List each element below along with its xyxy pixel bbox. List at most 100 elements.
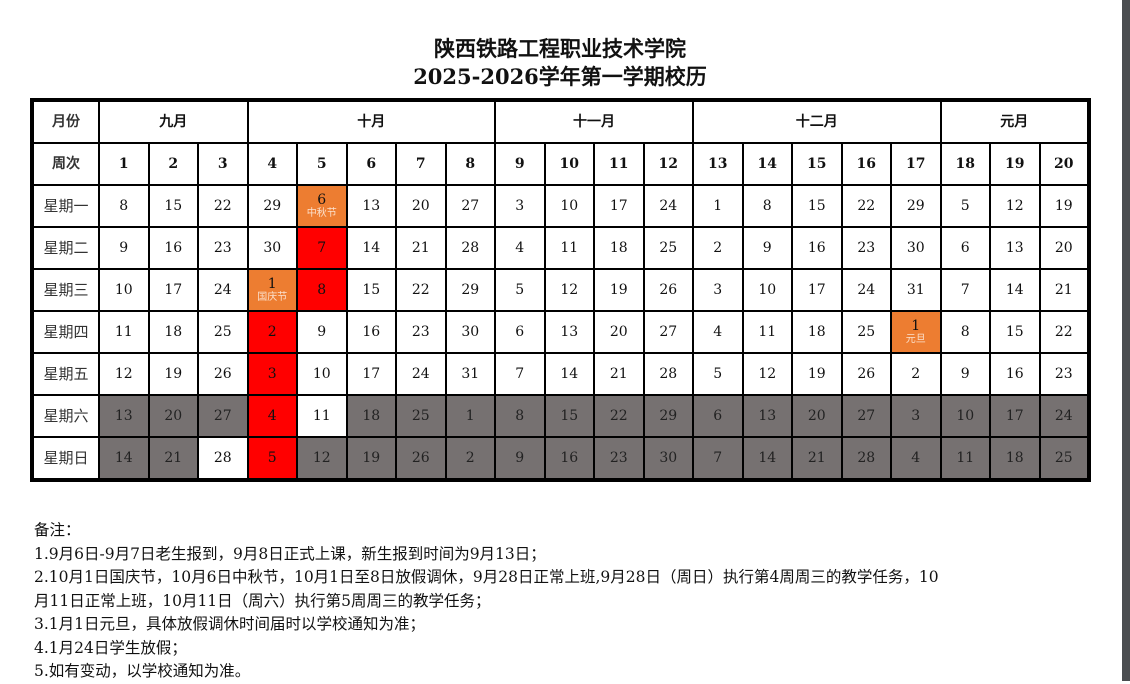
day-number: 21 <box>807 450 826 466</box>
day-cell: 16 <box>989 352 1041 396</box>
day-number: 28 <box>461 240 480 256</box>
day-number: 17 <box>609 198 628 214</box>
week-number: 20 <box>1038 142 1090 186</box>
day-number: 24 <box>1054 408 1073 424</box>
day-number: 26 <box>857 366 876 382</box>
day-cell: 4 <box>246 394 298 438</box>
day-number: 25 <box>411 408 430 424</box>
holiday-note: 中秋节 <box>306 208 337 219</box>
holiday-note: 国庆节 <box>257 292 288 303</box>
day-cell: 30 <box>642 436 694 481</box>
day-number: 5 <box>515 282 525 298</box>
day-cell: 4 <box>692 310 744 354</box>
day-number: 21 <box>164 450 183 466</box>
day-cell: 6 <box>939 226 991 270</box>
day-number: 22 <box>857 198 876 214</box>
day-number: 11 <box>114 324 133 340</box>
day-cell: 14 <box>543 352 595 396</box>
day-number: 23 <box>1054 366 1073 382</box>
day-number: 16 <box>164 240 183 256</box>
day-cell: 25 <box>642 226 694 270</box>
day-cell: 2 <box>890 352 942 396</box>
day-cell: 1 <box>444 394 496 438</box>
day-number: 9 <box>960 366 970 382</box>
day-cell: 17 <box>147 268 199 312</box>
day-cell: 28 <box>840 436 892 481</box>
day-number: 17 <box>807 282 826 298</box>
day-number: 27 <box>857 408 876 424</box>
day-number: 10 <box>956 408 975 424</box>
day-number: 28 <box>213 450 232 466</box>
day-cell: 24 <box>642 184 694 228</box>
weekday-label: 星期五 <box>31 352 100 396</box>
day-cell: 23 <box>395 310 447 354</box>
day-number: 19 <box>362 450 381 466</box>
week-number: 17 <box>890 142 942 186</box>
week-number: 3 <box>197 142 249 186</box>
day-cell: 27 <box>840 394 892 438</box>
day-cell: 24 <box>1038 394 1090 438</box>
day-cell: 18 <box>791 310 843 354</box>
day-cell: 8 <box>494 394 546 438</box>
day-number: 29 <box>659 408 678 424</box>
day-cell: 25 <box>1038 436 1090 481</box>
day-number: 21 <box>1054 282 1073 298</box>
day-cell: 14 <box>989 268 1041 312</box>
day-cell: 18 <box>345 394 397 438</box>
day-number: 7 <box>960 282 970 298</box>
day-cell: 5 <box>494 268 546 312</box>
day-number: 13 <box>1005 240 1024 256</box>
week-number: 18 <box>939 142 991 186</box>
day-cell: 12 <box>98 352 150 396</box>
day-cell: 7 <box>939 268 991 312</box>
day-cell: 20 <box>147 394 199 438</box>
day-number: 10 <box>114 282 133 298</box>
weekday-label: 星期二 <box>31 226 100 270</box>
note-line: 4.1月24日学生放假； <box>34 638 187 657</box>
day-number: 1 <box>713 198 723 214</box>
day-number: 15 <box>164 198 183 214</box>
day-number: 29 <box>263 198 282 214</box>
day-cell: 26 <box>197 352 249 396</box>
day-cell: 3 <box>246 352 298 396</box>
day-cell: 17 <box>989 394 1041 438</box>
day-cell: 1 元旦 <box>890 310 942 354</box>
day-cell: 28 <box>444 226 496 270</box>
day-cell: 10 <box>741 268 793 312</box>
day-cell: 11 <box>98 310 150 354</box>
day-cell: 1 国庆节 <box>246 268 298 312</box>
week-number: 9 <box>494 142 546 186</box>
day-cell: 17 <box>593 184 645 228</box>
day-cell: 6 中秋节 <box>296 184 348 228</box>
day-number: 22 <box>411 282 430 298</box>
weekday-label: 星期三 <box>31 268 100 312</box>
day-cell: 29 <box>890 184 942 228</box>
day-cell: 6 <box>692 394 744 438</box>
day-number: 7 <box>713 450 723 466</box>
holiday-note: 元旦 <box>905 334 926 345</box>
weekday-row: 星期一 8 15 22 29 6 中秋节 13 20 27 3 10 17 24 1 8 15 22 29 5 12 19 <box>31 184 1090 228</box>
day-number: 27 <box>659 324 678 340</box>
day-cell: 21 <box>593 352 645 396</box>
day-number: 4 <box>515 240 525 256</box>
day-number: 24 <box>659 198 678 214</box>
day-number: 31 <box>461 366 480 382</box>
note-line: 1.9月6日-9月7日老生报到，9月8日正式上课，新生报到时间为9月13日； <box>34 544 546 563</box>
day-cell: 12 <box>296 436 348 481</box>
weekday-row: 星期五 12 19 26 3 10 17 24 31 7 14 21 28 5 12 19 26 2 9 16 23 <box>31 352 1090 396</box>
day-cell: 19 <box>1038 184 1090 228</box>
day-cell: 20 <box>791 394 843 438</box>
day-number: 5 <box>713 366 723 382</box>
week-label: 周次 <box>31 142 100 186</box>
day-number: 15 <box>560 408 579 424</box>
day-number: 22 <box>609 408 628 424</box>
week-number: 8 <box>444 142 496 186</box>
month-header: 元月 <box>939 99 1090 144</box>
day-number: 25 <box>659 240 678 256</box>
page-subtitle: 2025-2026学年第一学期校历 <box>413 64 707 89</box>
day-number: 11 <box>560 240 579 256</box>
viewer-scrollbar[interactable] <box>1122 0 1130 681</box>
day-number: 4 <box>713 324 723 340</box>
day-number: 13 <box>114 408 133 424</box>
day-cell: 13 <box>989 226 1041 270</box>
